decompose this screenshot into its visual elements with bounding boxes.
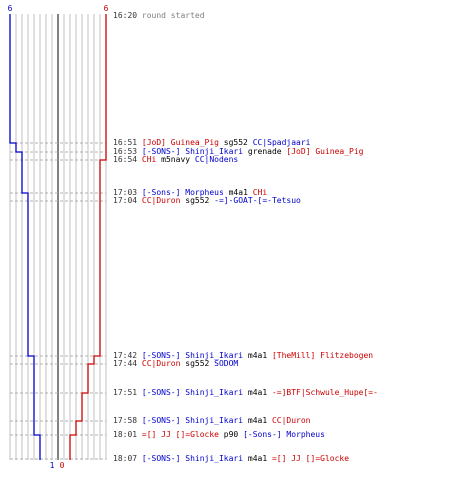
event-time: 17:42 — [113, 351, 142, 360]
event-text: [-SONS-] Shinji_Ikari — [141, 388, 244, 397]
event-text: [-Sons-] Morpheus — [243, 430, 325, 439]
event-text: m4a1 — [243, 351, 272, 360]
event-text: m4a1 — [243, 388, 272, 397]
event-row: 16:20 round started — [113, 11, 205, 20]
event-text: m4a1 — [243, 416, 272, 425]
event-time: 17:04 — [113, 196, 142, 205]
event-text: CC|Duron — [271, 416, 311, 425]
event-row: 16:53 [-SONS-] Shinji_Ikari grenade [JoD… — [113, 147, 363, 156]
event-text: CHi — [252, 188, 268, 197]
event-text: [TheMill] Flitzebogen — [271, 351, 374, 360]
event-text: sg552 — [180, 359, 215, 368]
event-text: =[] JJ []=Glocke — [141, 430, 219, 439]
event-time: 16:54 — [113, 155, 142, 164]
event-row: 18:01 =[] JJ []=Glocke p90 [-Sons-] Morp… — [113, 430, 325, 439]
red-bottom-score-label: 0 — [60, 461, 65, 470]
event-text: m5navy — [156, 155, 195, 164]
event-row: 17:44 CC|Duron sg552 SODOM — [113, 359, 238, 368]
blue-bottom-score-label: 1 — [50, 461, 55, 470]
event-time: 17:44 — [113, 359, 142, 368]
event-time: 16:53 — [113, 147, 142, 156]
event-text: CC|Spadjaari — [252, 138, 311, 147]
event-text: [-SONS-] Shinji_Ikari — [141, 416, 244, 425]
event-text: [JoD] Guinea_Pig — [141, 138, 219, 147]
event-row: 16:51 [JoD] Guinea_Pig sg552 CC|Spadjaar… — [113, 138, 310, 147]
event-text: m4a1 — [223, 188, 253, 197]
event-time: 18:07 — [113, 454, 142, 463]
event-text: [-SONS-] Shinji_Ikari — [141, 147, 244, 156]
event-row: 17:42 [-SONS-] Shinji_Ikari m4a1 [TheMil… — [113, 351, 373, 360]
event-time: 17:03 — [113, 188, 142, 197]
event-text: SODOM — [214, 359, 239, 368]
event-row: 17:03 [-Sons-] Morpheus m4a1 CHi — [113, 188, 267, 197]
event-text: CC|Duron — [141, 196, 181, 205]
event-row: 16:54 CHi m5navy CC|Nodens — [113, 155, 238, 164]
event-text: grenade — [243, 147, 287, 156]
event-time: 18:01 — [113, 430, 142, 439]
event-time: 17:51 — [113, 388, 142, 397]
blue-top-score-label: 6 — [8, 4, 13, 13]
event-row: 17:58 [-SONS-] Shinji_Ikari m4a1 CC|Duro… — [113, 416, 311, 425]
blue-team-series-line — [9, 14, 41, 460]
event-text: CC|Duron — [141, 359, 181, 368]
event-time: 16:51 — [113, 138, 142, 147]
event-text: p90 — [218, 430, 244, 439]
event-text: sg552 — [218, 138, 253, 147]
event-row: 17:04 CC|Duron sg552 -=]-GOAT-[=-Tetsuo — [113, 196, 301, 205]
event-time: 17:58 — [113, 416, 142, 425]
event-text: [-SONS-] Shinji_Ikari — [141, 351, 244, 360]
event-text: CHi — [141, 155, 157, 164]
event-text: =[] JJ []=Glocke — [271, 454, 350, 463]
event-row: 17:51 [-SONS-] Shinji_Ikari m4a1 -=]BTF|… — [113, 388, 378, 397]
event-text: round started — [141, 11, 205, 20]
event-text: -=]BTF|Schwule_Hupe[=- — [271, 388, 378, 397]
red-top-score-label: 6 — [104, 4, 109, 13]
event-text: [-SONS-] Shinji_Ikari — [141, 454, 244, 463]
event-text: m4a1 — [243, 454, 272, 463]
event-text: -=]-GOAT-[=-Tetsuo — [214, 196, 301, 205]
event-text: [-Sons-] Morpheus — [141, 188, 224, 197]
red-team-series-line — [69, 14, 107, 460]
event-text: sg552 — [180, 196, 215, 205]
event-row: 18:07 [-SONS-] Shinji_Ikari m4a1 =[] JJ … — [113, 454, 349, 463]
event-time: 16:20 — [113, 11, 142, 20]
event-text: CC|Nodens — [194, 155, 239, 164]
event-text: [JoD] Guinea_Pig — [286, 147, 364, 156]
